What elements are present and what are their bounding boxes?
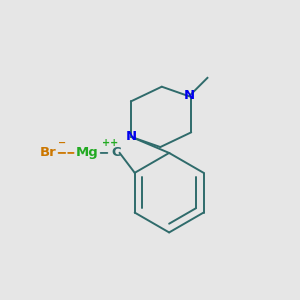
Text: Mg: Mg [75, 146, 98, 159]
Text: −: − [58, 138, 66, 148]
Text: N: N [184, 89, 195, 102]
Text: C: C [111, 146, 121, 159]
Text: N: N [125, 130, 136, 143]
Text: ++: ++ [102, 138, 118, 148]
Text: Br: Br [40, 146, 57, 159]
